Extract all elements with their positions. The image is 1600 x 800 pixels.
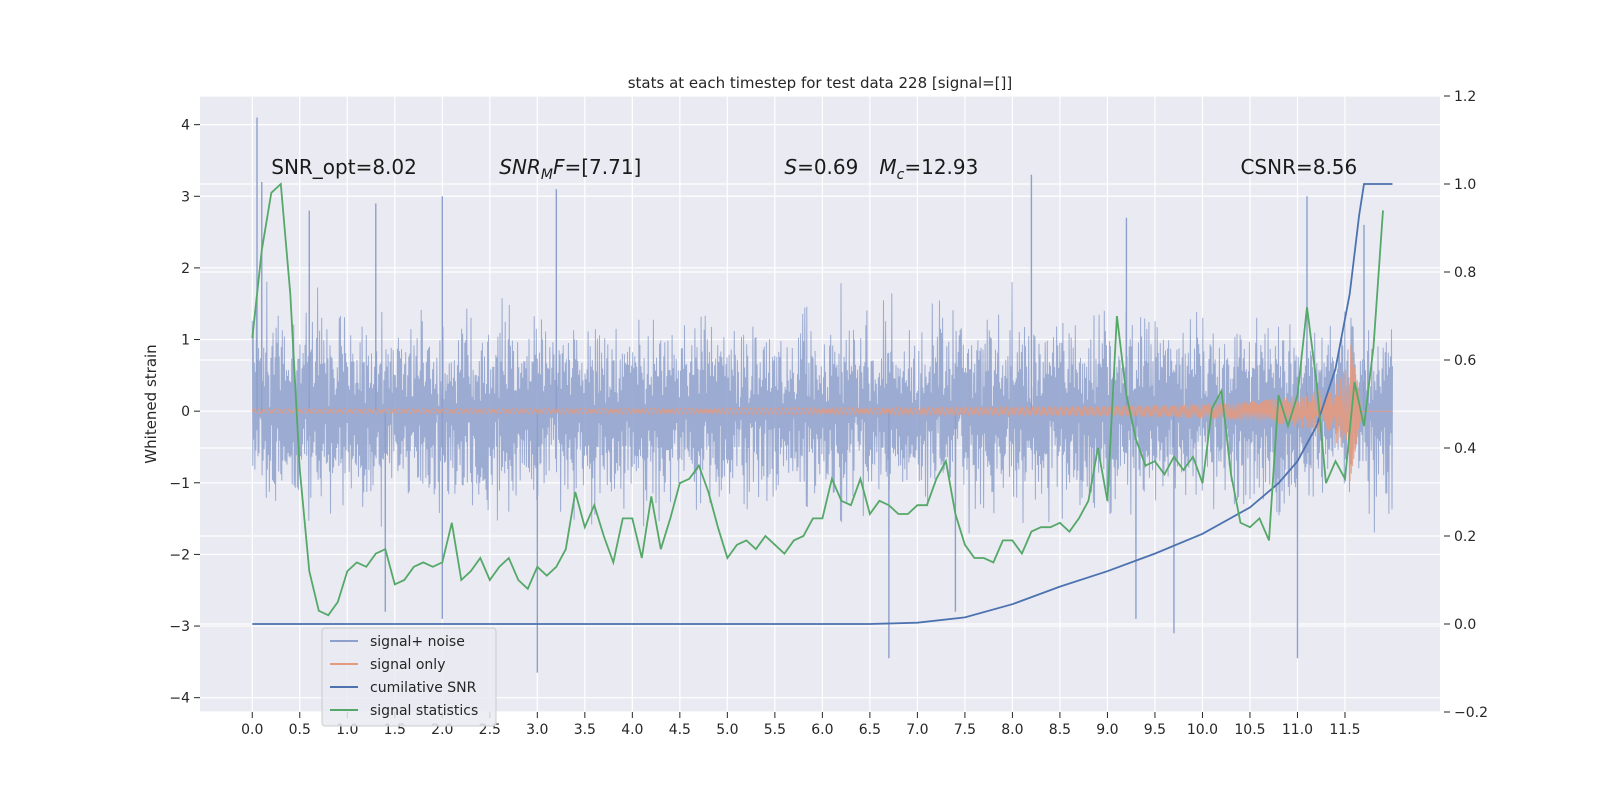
annotation-snr-opt: SNR_opt=8.02 <box>271 155 417 179</box>
y-right-tick-2: 0.8 <box>1454 265 1476 281</box>
x-tick-6: 3.0 <box>526 722 548 738</box>
y-axis-label: Whitened strain <box>142 344 160 463</box>
y-right-tick-7: −0.2 <box>1454 705 1488 721</box>
y-left-tick-3: 1 <box>181 333 190 349</box>
legend: signal+ noise signal only cumilative SNR si… <box>321 627 497 727</box>
y-right-tick-3: 0.6 <box>1454 353 1476 369</box>
x-tick-12: 6.0 <box>811 722 833 738</box>
y-left-tick-7: −3 <box>169 619 190 635</box>
y-left-tick-1: 3 <box>181 189 190 205</box>
y-right-tick-0: 1.2 <box>1454 89 1476 105</box>
y-axis-left: 4 3 2 1 0 −1 −2 −3 −4 <box>169 118 200 707</box>
x-axis: 0.0 0.5 1.0 1.5 2.0 2.5 3.0 3.5 4.0 4.5 5.0 5.5 6.0 6… <box>241 712 1361 738</box>
x-tick-16: 8.0 <box>1001 722 1023 738</box>
x-tick-21: 10.5 <box>1234 722 1265 738</box>
signal-statistics-line <box>251 182 1384 617</box>
x-tick-9: 4.5 <box>669 722 691 738</box>
x-tick-0: 0.0 <box>241 722 263 738</box>
x-tick-1: 0.5 <box>289 722 311 738</box>
y-left-tick-6: −2 <box>169 547 190 563</box>
x-tick-23: 11.5 <box>1329 722 1360 738</box>
annotation-snr-mf: SNRMF=[7.71] <box>499 155 641 183</box>
y-right-tick-4: 0.4 <box>1454 441 1476 457</box>
x-tick-19: 9.5 <box>1144 722 1166 738</box>
x-tick-13: 6.5 <box>859 722 881 738</box>
x-tick-22: 11.0 <box>1282 722 1313 738</box>
chart-title: stats at each timestep for test data 228… <box>628 74 1013 92</box>
y-left-tick-8: −4 <box>169 691 190 707</box>
annotation-s-val: S=0.69 <box>784 155 858 179</box>
x-tick-14: 7.0 <box>906 722 928 738</box>
x-tick-17: 8.5 <box>1049 722 1071 738</box>
x-tick-18: 9.0 <box>1096 722 1118 738</box>
y-left-tick-2: 2 <box>181 261 190 277</box>
legend-box <box>321 627 497 727</box>
signal-only-trace <box>251 344 1393 482</box>
legend-label-2: cumilative SNR <box>370 680 477 696</box>
series-cumilative-snr <box>252 183 1393 625</box>
y-left-tick-0: 4 <box>181 118 190 134</box>
annotation-csnr: CSNR=8.56 <box>1240 155 1357 179</box>
y-axis-right: 1.2 1.0 0.8 0.6 0.4 0.2 0.0 −0.2 <box>1444 89 1488 721</box>
cumilative-snr-line <box>252 183 1393 625</box>
x-tick-10: 5.0 <box>716 722 738 738</box>
x-tick-15: 7.5 <box>954 722 976 738</box>
annotations: SNR_opt=8.02 SNRMF=[7.71] S=0.69 Mc=12.93 CS… <box>271 155 1357 183</box>
y-right-tick-1: 1.0 <box>1454 177 1476 193</box>
x-tick-7: 3.5 <box>574 722 596 738</box>
x-tick-20: 10.0 <box>1187 722 1218 738</box>
y-right-tick-6: 0.0 <box>1454 617 1476 633</box>
series-signal-only <box>251 344 1393 482</box>
x-tick-11: 5.5 <box>764 722 786 738</box>
legend-label-0: signal+ noise <box>370 634 465 650</box>
x-tick-8: 4.0 <box>621 722 643 738</box>
annotation-mc-val: Mc=12.93 <box>879 155 978 183</box>
legend-label-3: signal statistics <box>370 703 478 719</box>
y-right-tick-5: 0.2 <box>1454 529 1476 545</box>
series-signal-noise <box>251 117 1393 673</box>
y-left-tick-5: −1 <box>169 476 190 492</box>
legend-label-1: signal only <box>370 657 445 673</box>
y-left-tick-4: 0 <box>181 404 190 420</box>
series-signal-statistics <box>251 182 1384 617</box>
